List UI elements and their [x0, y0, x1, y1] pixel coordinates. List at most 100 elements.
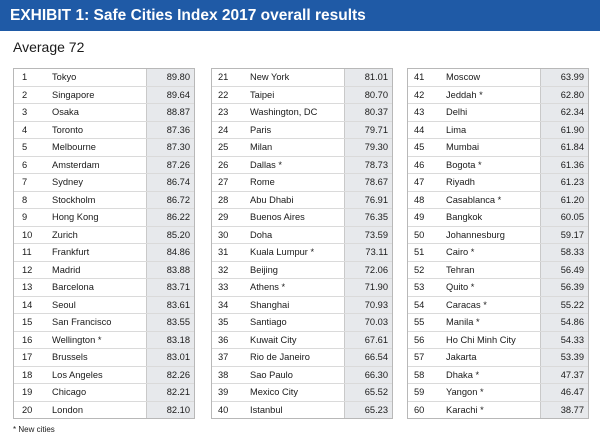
score-cell: 46.47: [560, 387, 584, 397]
city-cell: Zurich: [52, 229, 78, 240]
city-cell: Istanbul: [250, 404, 283, 415]
rank-cell: 53: [414, 282, 425, 292]
rank-cell: 30: [218, 229, 229, 240]
city-cell: Riyadh: [446, 177, 475, 187]
table-row: 28 Abu Dhabi 76.91: [212, 192, 392, 209]
score-cell: 73.59: [364, 229, 388, 240]
rank-cell: 48: [414, 194, 425, 205]
rank-cell: 49: [414, 212, 425, 222]
city-cell: Tokyo: [52, 72, 77, 82]
table-row: 29 Buenos Aires 76.35: [212, 209, 392, 227]
city-cell: Barcelona: [52, 282, 94, 292]
city-cell: Santiago: [250, 317, 287, 327]
score-cell: 61.20: [560, 194, 584, 205]
table-row: 47 Riyadh 61.23: [408, 174, 588, 192]
results-table-2: 21 New York 81.01 22 Taipei 80.70 23 Washington…: [211, 68, 393, 419]
rank-cell: 21: [218, 72, 229, 82]
score-cell: 61.36: [560, 159, 584, 170]
city-cell: Mumbai: [446, 142, 480, 152]
rank-cell: 5: [22, 142, 28, 152]
table-row: 6 Amsterdam 87.26: [14, 157, 194, 174]
score-cell: 83.18: [166, 334, 190, 345]
table-row: 52 Tehran 56.49: [408, 262, 588, 279]
table-row: 55 Manila * 54.86: [408, 314, 588, 332]
table-row: 3 Osaka 88.87: [14, 104, 194, 122]
city-cell: Chicago: [52, 387, 87, 397]
score-cell: 73.11: [365, 247, 388, 257]
rank-cell: 7: [22, 177, 28, 187]
rank-cell: 28: [218, 194, 229, 205]
score-cell: 80.37: [364, 107, 388, 117]
table-row: 22 Taipei 80.70: [212, 87, 392, 104]
rank-cell: 43: [414, 107, 425, 117]
table-row: 32 Beijing 72.06: [212, 262, 392, 279]
score-cell: 55.22: [560, 299, 584, 310]
score-cell: 61.84: [560, 142, 584, 152]
city-cell: San Francisco: [52, 317, 112, 327]
score-cell: 63.99: [560, 72, 584, 82]
score-cell: 76.91: [364, 194, 388, 205]
rank-cell: 32: [218, 264, 229, 275]
rank-cell: 29: [218, 212, 229, 222]
score-cell: 85.20: [166, 229, 190, 240]
rank-cell: 46: [414, 159, 425, 170]
rank-cell: 44: [414, 124, 425, 135]
rank-cell: 54: [414, 299, 425, 310]
exhibit-title: EXHIBIT 1: Safe Cities Index 2017 overal…: [0, 0, 600, 31]
table-row: 10 Zurich 85.20: [14, 227, 194, 244]
score-cell: 65.23: [364, 404, 388, 415]
city-cell: Stockholm: [52, 194, 96, 205]
table-row: 57 Jakarta 53.39: [408, 349, 588, 367]
score-cell: 70.93: [364, 299, 388, 310]
city-cell: Tehran: [446, 264, 475, 275]
table-row: 40 Istanbul 65.23: [212, 402, 392, 420]
score-cell: 83.01: [166, 352, 190, 362]
city-cell: Amsterdam: [52, 159, 100, 170]
score-cell: 81.01: [364, 72, 388, 82]
city-cell: Caracas *: [446, 299, 487, 310]
city-cell: Athens *: [250, 282, 286, 292]
score-cell: 47.37: [560, 369, 584, 380]
footnote: * New cities: [13, 425, 55, 434]
city-cell: Bogota *: [446, 159, 482, 170]
table-row: 2 Singapore 89.64: [14, 87, 194, 104]
score-cell: 58.33: [560, 247, 584, 257]
table-row: 51 Cairo * 58.33: [408, 244, 588, 262]
score-cell: 67.61: [364, 334, 388, 345]
rank-cell: 42: [414, 89, 425, 100]
table-row: 59 Yangon * 46.47: [408, 384, 588, 402]
score-cell: 87.26: [166, 159, 190, 170]
table-row: 23 Washington, DC 80.37: [212, 104, 392, 122]
rank-cell: 58: [414, 369, 425, 380]
score-cell: 89.80: [166, 72, 190, 82]
city-cell: Osaka: [52, 107, 79, 117]
rank-cell: 12: [22, 264, 33, 275]
rank-cell: 31: [218, 247, 229, 257]
city-cell: Rio de Janeiro: [250, 352, 310, 362]
city-cell: Wellington *: [52, 334, 102, 345]
score-cell: 61.90: [560, 124, 584, 135]
city-cell: Abu Dhabi: [250, 194, 294, 205]
results-table-3: 41 Moscow 63.99 42 Jeddah * 62.80 43 Delhi 62.34…: [407, 68, 589, 419]
rank-cell: 23: [218, 107, 229, 117]
score-cell: 54.86: [560, 317, 584, 327]
rank-cell: 52: [414, 264, 425, 275]
table-row: 42 Jeddah * 62.80: [408, 87, 588, 104]
score-cell: 79.30: [364, 142, 388, 152]
city-cell: Jakarta: [446, 352, 477, 362]
table-row: 54 Caracas * 55.22: [408, 297, 588, 314]
table-row: 25 Milan 79.30: [212, 139, 392, 157]
rank-cell: 2: [22, 89, 28, 100]
city-cell: New York: [250, 72, 290, 82]
score-cell: 82.21: [166, 387, 190, 397]
table-row: 45 Mumbai 61.84: [408, 139, 588, 157]
score-cell: 59.17: [560, 229, 584, 240]
city-cell: Sydney: [52, 177, 84, 187]
table-row: 21 New York 81.01: [212, 69, 392, 87]
table-row: 26 Dallas * 78.73: [212, 157, 392, 174]
city-cell: Rome: [250, 177, 275, 187]
city-cell: Lima: [446, 124, 467, 135]
city-cell: Buenos Aires: [250, 212, 305, 222]
rank-cell: 13: [22, 282, 33, 292]
rank-cell: 35: [218, 317, 229, 327]
